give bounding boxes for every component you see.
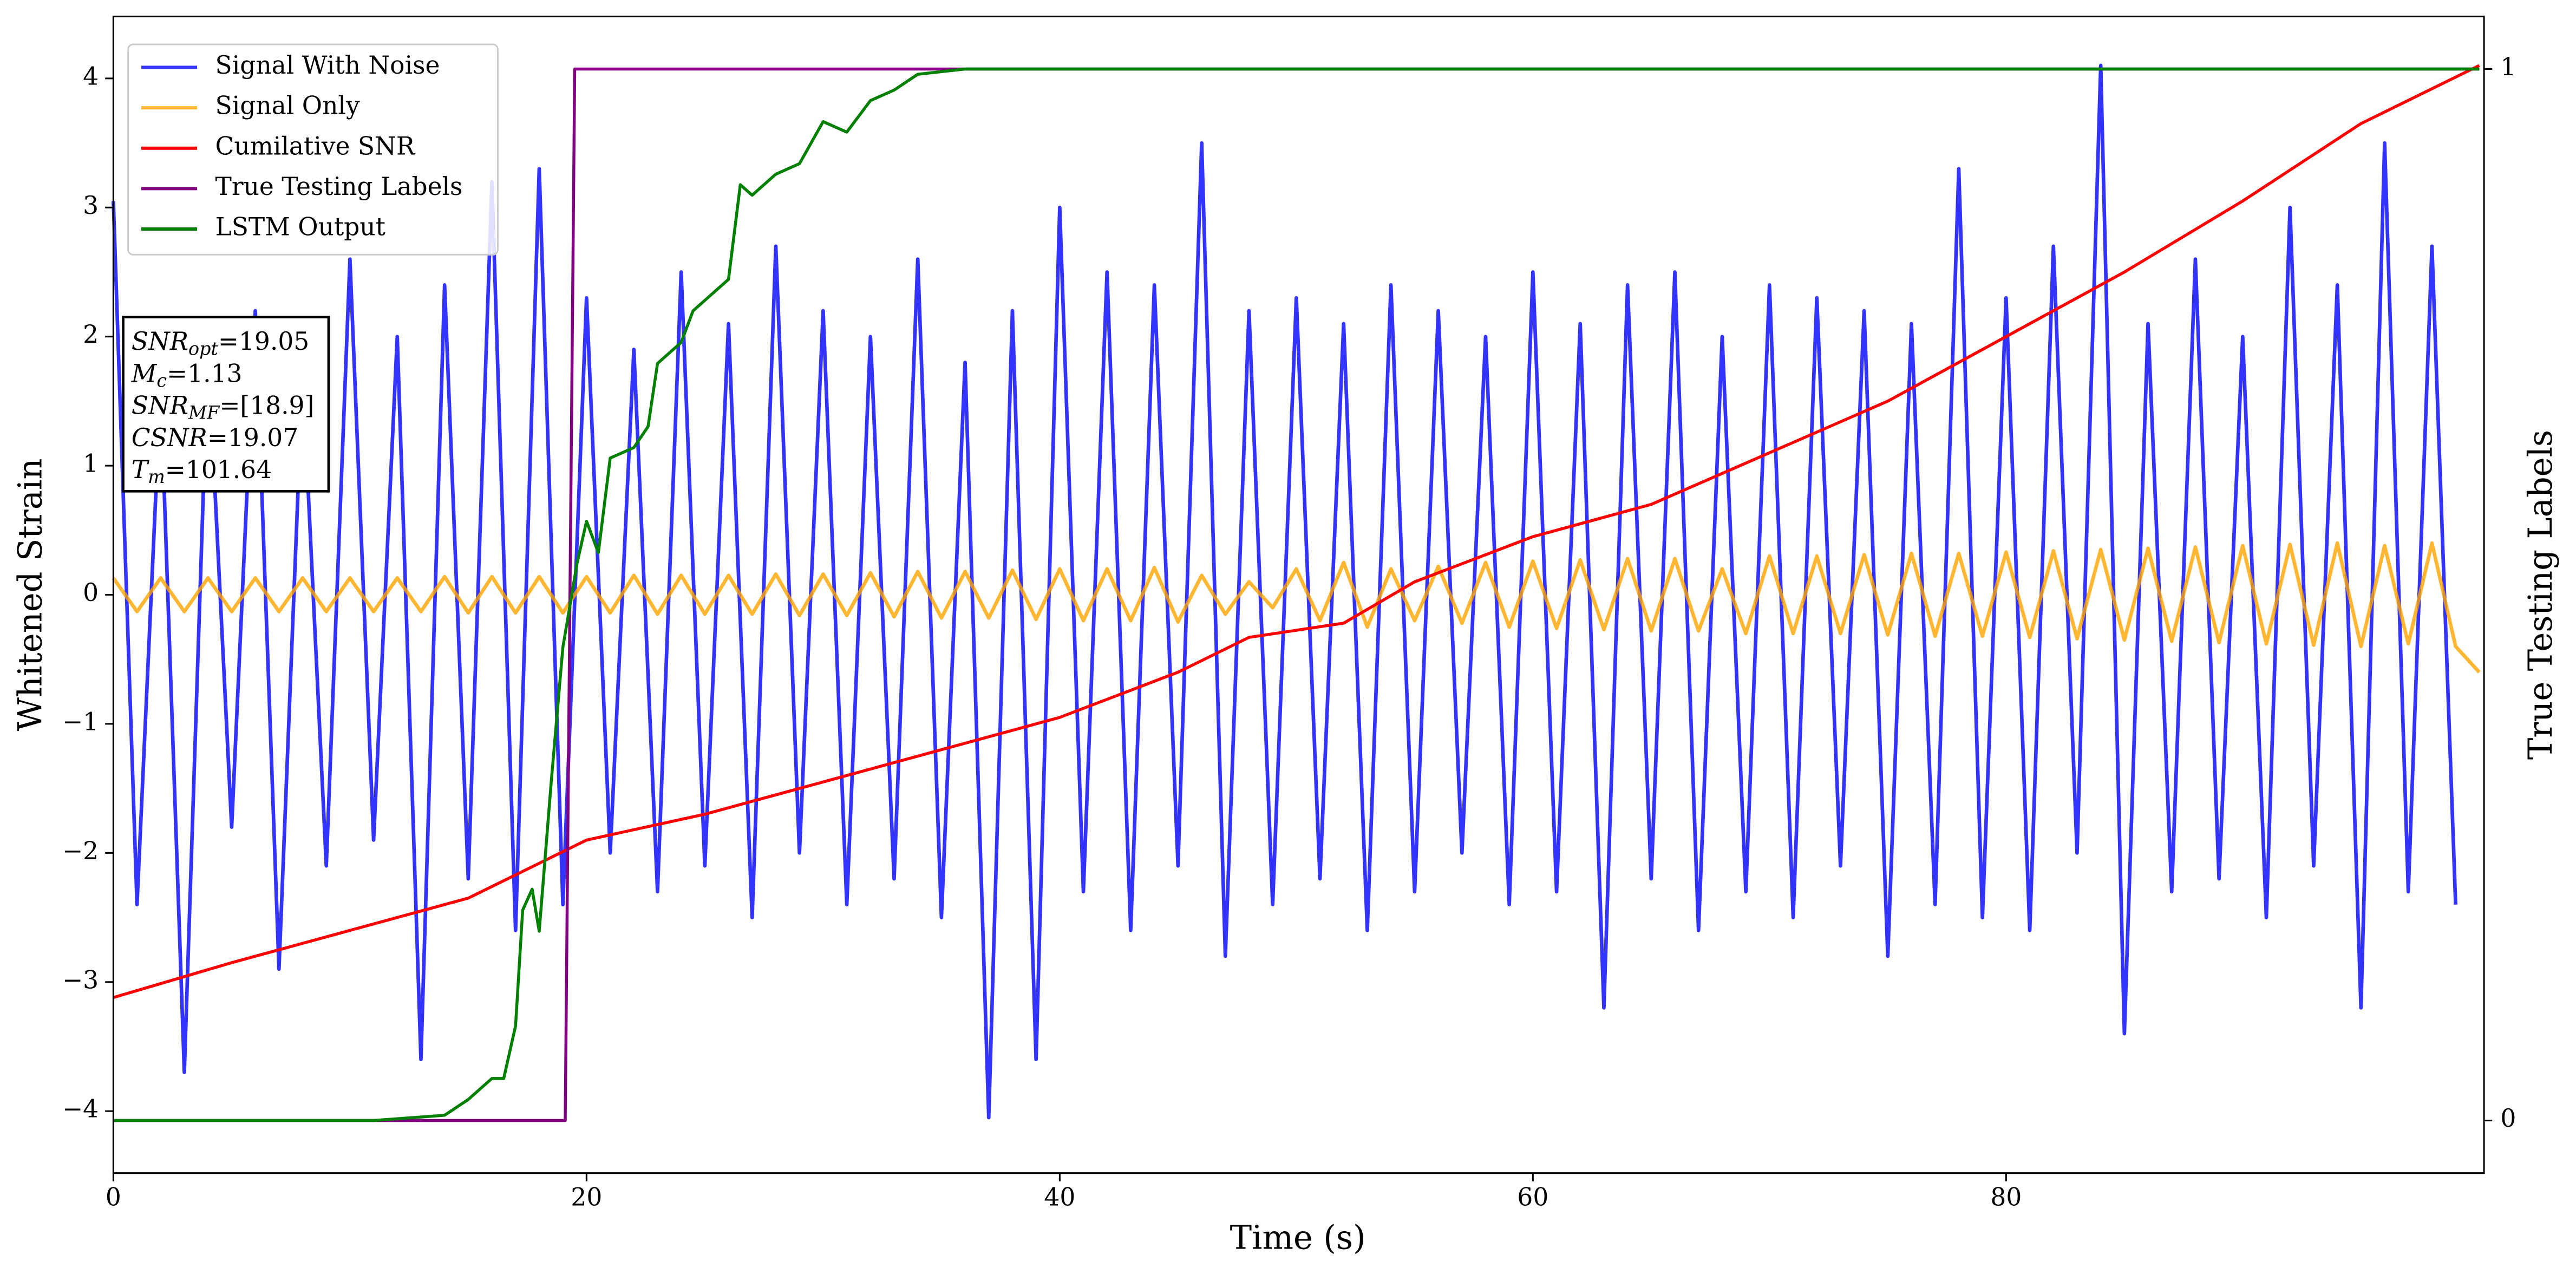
annotation-symbol: T: [132, 455, 150, 484]
y-axis-label: Whitened Strain: [11, 459, 49, 731]
annotation-symbol: SNR: [132, 391, 188, 420]
annotation-line: Mc=1.13: [131, 359, 243, 391]
annotation-line: SNRopt=19.05: [132, 327, 310, 360]
annotation-line: Tm=101.64: [132, 455, 272, 487]
y-tick-label: −3: [62, 965, 99, 994]
y-tick-label: −4: [62, 1095, 99, 1123]
legend-label: LSTM Output: [215, 213, 385, 241]
legend-label: Signal Only: [215, 92, 360, 120]
x-tick-label: 20: [571, 1183, 602, 1212]
series-line: [113, 64, 2480, 999]
y2-tick-label: 0: [2500, 1104, 2516, 1133]
legend: Signal With Noise Signal Only Cumilative S…: [127, 43, 499, 256]
y-tick-label: 1: [83, 449, 99, 478]
annotation-subscript: opt: [188, 338, 218, 359]
annotation-value: =[18.9]: [219, 391, 314, 420]
annotation-symbol: M: [131, 359, 158, 388]
y2-tick-label: 1: [2500, 53, 2516, 81]
y-tick-label: 4: [83, 62, 99, 90]
y-tick-label: 2: [83, 320, 99, 349]
annotation-value: =19.05: [218, 327, 309, 356]
annotation-value: =19.07: [207, 423, 298, 452]
series-line: [112, 541, 2481, 674]
annotation-subscript: MF: [188, 402, 220, 423]
annotation-value: =101.64: [165, 455, 272, 484]
annotation-value: =1.13: [167, 359, 242, 388]
y-tick-label: −1: [62, 707, 99, 736]
y-tick-label: 3: [83, 191, 99, 220]
annotation-symbol: SNR: [132, 327, 188, 356]
series-line: [112, 63, 2457, 1120]
x-tick-label: 80: [1990, 1183, 2022, 1212]
legend-label: Signal With Noise: [215, 51, 440, 80]
y2-axis-label: True Testing Labels: [2522, 430, 2560, 760]
annotation: SNRopt=19.05Mc=1.13SNRMF=[18.9]CSNR=19.0…: [122, 316, 330, 493]
annotation-symbol: CSNR: [132, 423, 207, 452]
x-tick-label: 60: [1517, 1183, 1548, 1212]
annotation-box: [122, 316, 330, 493]
plot-area: [112, 63, 2481, 1122]
x-axis-label: Time (s): [1230, 1219, 1366, 1257]
annotation-line: SNRMF=[18.9]: [132, 391, 315, 423]
y-tick-label: 0: [83, 578, 99, 607]
x-tick-label: 0: [106, 1183, 121, 1212]
annotation-subscript: m: [148, 466, 165, 487]
y-tick-label: −2: [62, 837, 99, 865]
legend-label: Cumilative SNR: [215, 132, 416, 160]
legend-label: True Testing Labels: [215, 172, 463, 201]
legend-box: [127, 43, 499, 256]
annotation-line: CSNR=19.07: [132, 423, 298, 452]
series-line: [113, 67, 2480, 1122]
x-tick-label: 40: [1044, 1183, 1075, 1212]
annotation-subscript: c: [156, 370, 167, 391]
